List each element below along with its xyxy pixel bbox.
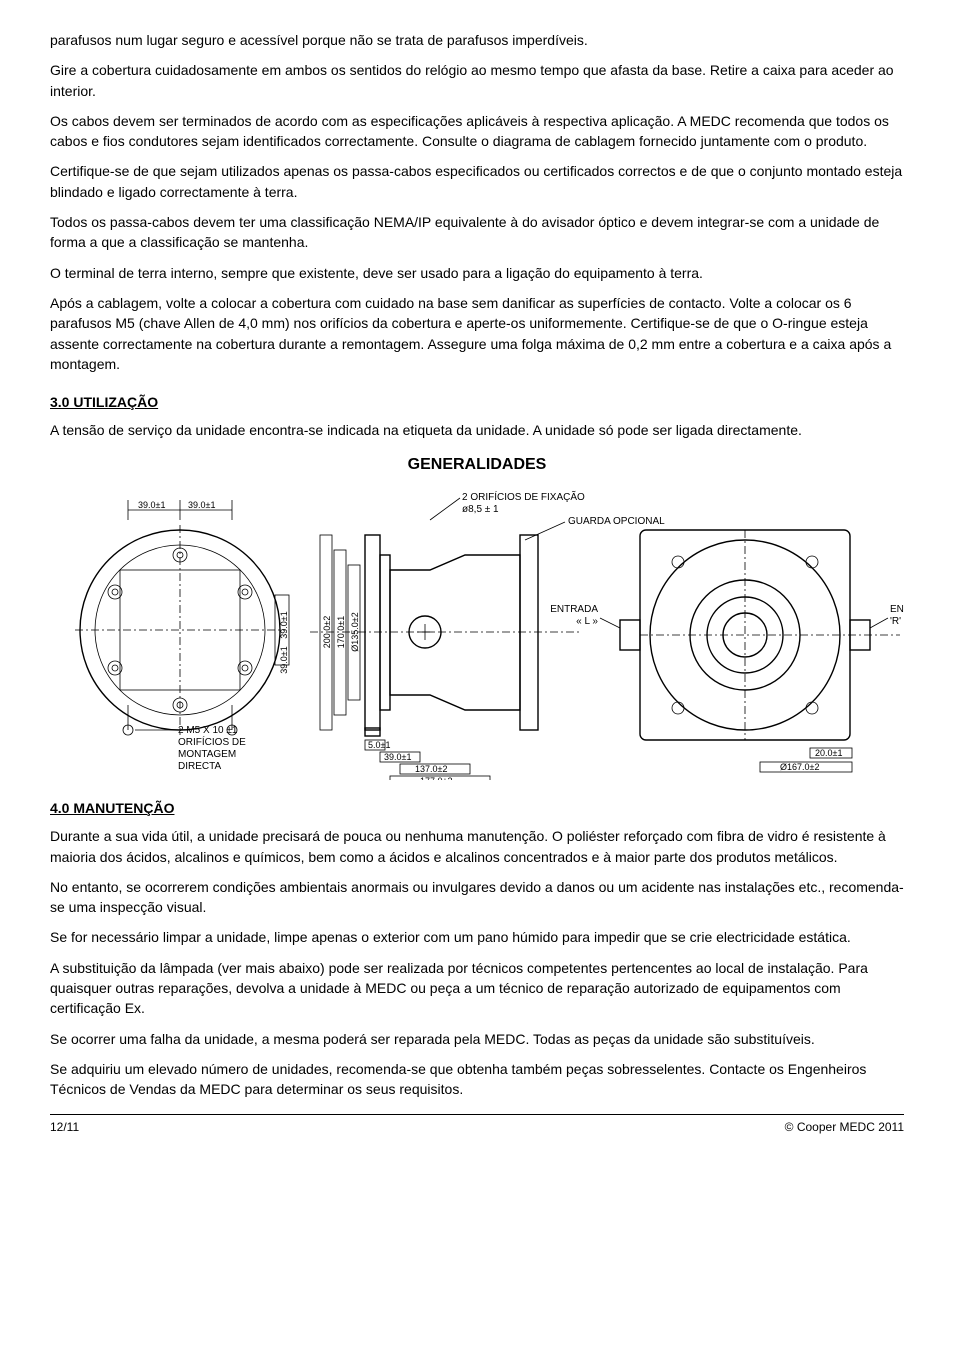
callout-label: ORIFÍCIOS DE — [178, 735, 246, 748]
callout-label: 2 M5 X 10 ±1 — [178, 725, 238, 736]
body-text: Se adquiriu um elevado número de unidade… — [50, 1059, 904, 1100]
body-text: Os cabos devem ser terminados de acordo … — [50, 111, 904, 152]
dim-label: 5.0±1 — [368, 740, 390, 750]
section-3-heading: 3.0 UTILIZAÇÃO — [50, 392, 904, 412]
dim-label: 39.0±1 — [279, 611, 289, 638]
section-4-heading: 4.0 MANUTENÇÃO — [50, 798, 904, 818]
body-text: A tensão de serviço da unidade encontra-… — [50, 420, 904, 440]
callout-label: MONTAGEM — [178, 749, 236, 760]
footer-right: © Cooper MEDC 2011 — [785, 1119, 904, 1136]
body-text: Durante a sua vida útil, a unidade preci… — [50, 826, 904, 867]
dim-label: 137.0±2 — [415, 764, 447, 774]
callout-label: « L » — [576, 616, 598, 627]
generalidades-title: GENERALIDADES — [50, 453, 904, 476]
body-text: Após a cablagem, volte a colocar a cober… — [50, 293, 904, 374]
body-text: parafusos num lugar seguro e acessível p… — [50, 30, 904, 50]
callout-label: 'R' — [890, 616, 901, 627]
callout-label: ø8,5 ± 1 — [462, 504, 499, 515]
callout-label: 2 ORIFÍCIOS DE FIXAÇÃO — [462, 490, 585, 503]
body-text: Se for necessário limpar a unidade, limp… — [50, 927, 904, 947]
technical-diagram: 39.0±1 39.0±1 39.0±1 39.0±1 2 M5 X 10 ±1… — [50, 480, 904, 780]
dim-label: 20.0±1 — [815, 748, 842, 758]
dim-label: Ø167.0±2 — [780, 762, 819, 772]
page-footer: 12/11 © Cooper MEDC 2011 — [50, 1114, 904, 1136]
callout-label: ENTRADA — [550, 604, 598, 615]
body-text: O terminal de terra interno, sempre que … — [50, 263, 904, 283]
dim-label: 39.0±1 — [188, 500, 215, 510]
body-text: Gire a cobertura cuidadosamente em ambos… — [50, 60, 904, 101]
body-text: Certifique-se de que sejam utilizados ap… — [50, 161, 904, 202]
callout-label: DIRECTA — [178, 761, 221, 772]
dim-label: 39.0±1 — [279, 646, 289, 673]
dim-label: 177.0±2 — [420, 776, 452, 780]
callout-label: GUARDA OPCIONAL — [568, 516, 665, 527]
body-text: Se ocorrer uma falha da unidade, a mesma… — [50, 1029, 904, 1049]
callout-label: ENTRADA — [890, 604, 904, 615]
footer-left: 12/11 — [50, 1119, 79, 1136]
dim-label: 39.0±1 — [384, 752, 411, 762]
diagram-svg: 39.0±1 39.0±1 39.0±1 39.0±1 2 M5 X 10 ±1… — [50, 480, 904, 780]
body-text: Todos os passa-cabos devem ter uma class… — [50, 212, 904, 253]
body-text: A substituição da lâmpada (ver mais abai… — [50, 958, 904, 1019]
dim-label: 39.0±1 — [138, 500, 165, 510]
body-text: No entanto, se ocorrerem condições ambie… — [50, 877, 904, 918]
